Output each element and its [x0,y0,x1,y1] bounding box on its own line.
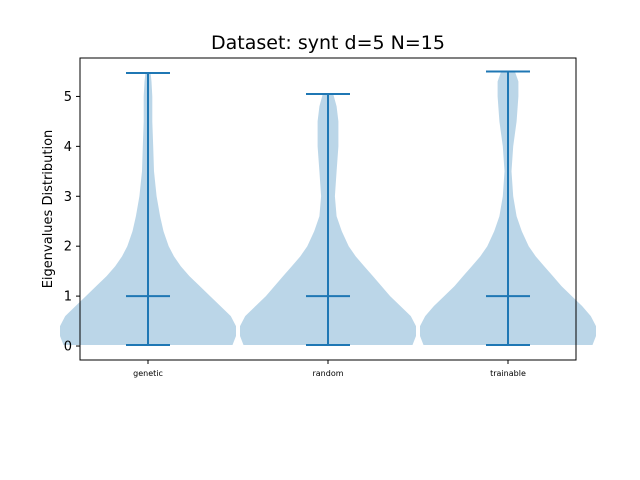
x-axis: genetic random trainable [133,360,526,378]
x-tick-label: genetic [133,369,163,378]
y-tick-label: 4 [64,140,72,155]
y-axis: 0 1 2 3 4 5 [64,90,80,355]
plot-area [60,70,596,347]
y-tick-label: 2 [64,240,72,255]
y-axis-label: Eigenvalues Distribution [41,130,56,289]
x-tick-label: trainable [490,369,526,378]
x-tick-label: random [312,369,343,378]
chart-title: Dataset: synt d=5 N=15 [211,32,445,54]
y-tick-label: 5 [64,90,72,105]
y-tick-label: 1 [64,290,72,305]
y-tick-label: 0 [64,340,72,355]
y-tick-label: 3 [64,190,72,205]
